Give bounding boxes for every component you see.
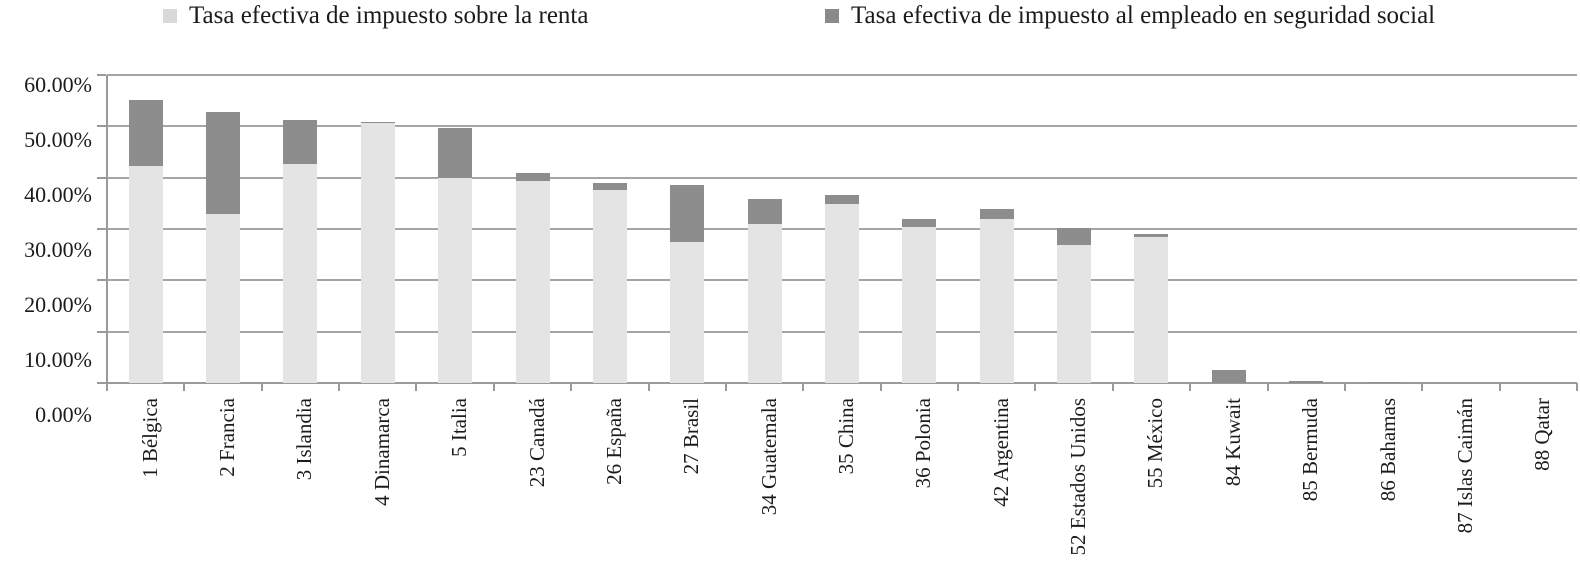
- bar-income-segment: [979, 218, 1014, 383]
- x-axis-tick: [260, 383, 263, 391]
- bar-social-segment: [747, 199, 782, 224]
- bar-income-segment: [128, 165, 163, 383]
- legend-swatch-income-tax-icon: [163, 9, 177, 23]
- bar-social-segment: [360, 121, 395, 123]
- y-axis-tick: [97, 125, 106, 128]
- x-axis-tick: [1034, 383, 1037, 391]
- x-axis-tick: [1343, 383, 1346, 391]
- category-label: 1 Bélgica: [137, 398, 162, 478]
- y-axis-tick: [97, 176, 106, 179]
- bar-income-segment: [283, 164, 318, 383]
- y-axis-tick: [97, 74, 106, 76]
- x-axis-tick: [647, 383, 650, 391]
- x-axis-tick: [1421, 383, 1424, 391]
- y-axis-tick: [97, 279, 106, 282]
- x-axis-tick: [1576, 383, 1578, 391]
- category-label: 5 Italia: [447, 398, 472, 457]
- bar-income-segment: [1134, 236, 1169, 383]
- x-axis-tick: [724, 383, 727, 391]
- bar-income-segment: [592, 189, 627, 383]
- gridline-50: [107, 125, 1577, 128]
- y-axis-tick: [97, 330, 106, 333]
- bar-social-segment: [128, 100, 163, 166]
- bar-social-segment: [670, 185, 705, 242]
- x-axis-tick: [1266, 383, 1269, 391]
- legend-label-income-tax: Tasa efectiva de impuesto sobre la renta: [189, 2, 589, 29]
- y-axis-line: [106, 75, 108, 384]
- x-axis-tick: [957, 383, 960, 391]
- bar-social-segment: [1057, 227, 1092, 245]
- bar-social-segment: [515, 172, 550, 182]
- category-label: 34 Guatemala: [756, 398, 781, 516]
- y-axis-tick: [97, 228, 106, 230]
- bar-social-segment: [825, 195, 859, 205]
- y-axis-tick: [97, 382, 106, 384]
- category-label: 52 Estados Unidos: [1066, 398, 1091, 556]
- y-axis-tick-label: 10.00%: [24, 347, 92, 372]
- bar-income-segment: [747, 223, 782, 383]
- y-axis-tick-label: 30.00%: [24, 237, 92, 262]
- category-label: 42 Argentina: [988, 398, 1013, 507]
- bar-social-segment: [592, 183, 627, 190]
- bar-income-segment: [438, 178, 473, 383]
- bar-social-segment: [1211, 370, 1246, 383]
- bar-social-segment: [1366, 381, 1401, 383]
- legend-item-income-tax: Tasa efectiva de impuesto sobre la renta: [163, 0, 588, 32]
- x-axis-tick: [183, 383, 186, 391]
- bar-social-segment: [1289, 381, 1324, 383]
- x-axis-tick: [570, 383, 573, 391]
- x-axis-line: [107, 382, 1577, 384]
- bar-income-segment: [515, 181, 550, 383]
- bar-income-segment: [360, 122, 395, 383]
- legend-swatch-social-security-icon: [825, 9, 839, 23]
- bar-income-segment: [825, 204, 859, 383]
- bar-income-segment: [670, 241, 705, 383]
- bar-income-segment: [902, 226, 937, 383]
- category-label: 2 Francia: [215, 398, 240, 477]
- bar-social-segment: [979, 209, 1014, 219]
- x-axis-tick: [1498, 383, 1501, 391]
- category-label: 86 Bahamas: [1375, 398, 1400, 502]
- y-axis-tick-label: 0.00%: [35, 402, 92, 427]
- x-axis-tick: [1189, 383, 1192, 391]
- y-axis-tick-label: 50.00%: [24, 127, 92, 152]
- legend-label-social-security: Tasa efectiva de impuesto al empleado en…: [851, 2, 1436, 29]
- x-axis-tick: [492, 383, 495, 391]
- category-label: 85 Bermuda: [1298, 398, 1323, 502]
- x-axis-tick: [415, 383, 418, 391]
- x-axis-tick: [802, 383, 805, 391]
- legend-item-social-security: Tasa efectiva de impuesto al empleado en…: [825, 0, 1435, 32]
- bar-income-segment: [206, 213, 241, 383]
- category-label: 3 Islandia: [292, 398, 317, 481]
- category-label: 84 Kuwait: [1220, 398, 1245, 487]
- category-label: 35 China: [834, 398, 858, 475]
- gridline-60: [107, 74, 1577, 76]
- category-label: 88 Qatar: [1530, 398, 1555, 471]
- x-axis-tick: [338, 383, 341, 391]
- category-label: 23 Canadá: [524, 398, 549, 488]
- gridline-40: [107, 176, 1577, 179]
- y-axis-tick-label: 60.00%: [24, 72, 92, 97]
- x-axis-tick: [1111, 383, 1114, 391]
- bar-social-segment: [902, 219, 937, 227]
- y-axis-tick-label: 40.00%: [24, 182, 92, 207]
- y-axis-tick-label: 20.00%: [24, 292, 92, 317]
- category-label: 87 Islas Caimán: [1452, 398, 1477, 534]
- bar-social-segment: [283, 120, 318, 165]
- bar-social-segment: [438, 127, 473, 179]
- category-label: 55 México: [1143, 398, 1168, 489]
- bar-income-segment: [1057, 244, 1092, 383]
- category-label: 26 España: [601, 398, 626, 485]
- bar-social-segment: [1134, 234, 1169, 237]
- category-label: 36 Polonia: [911, 398, 936, 489]
- x-axis-tick: [106, 383, 108, 391]
- category-label: 27 Brasil: [679, 398, 704, 475]
- x-axis-tick: [879, 383, 882, 391]
- bar-social-segment: [206, 111, 241, 214]
- category-label: 4 Dinamarca: [369, 398, 394, 506]
